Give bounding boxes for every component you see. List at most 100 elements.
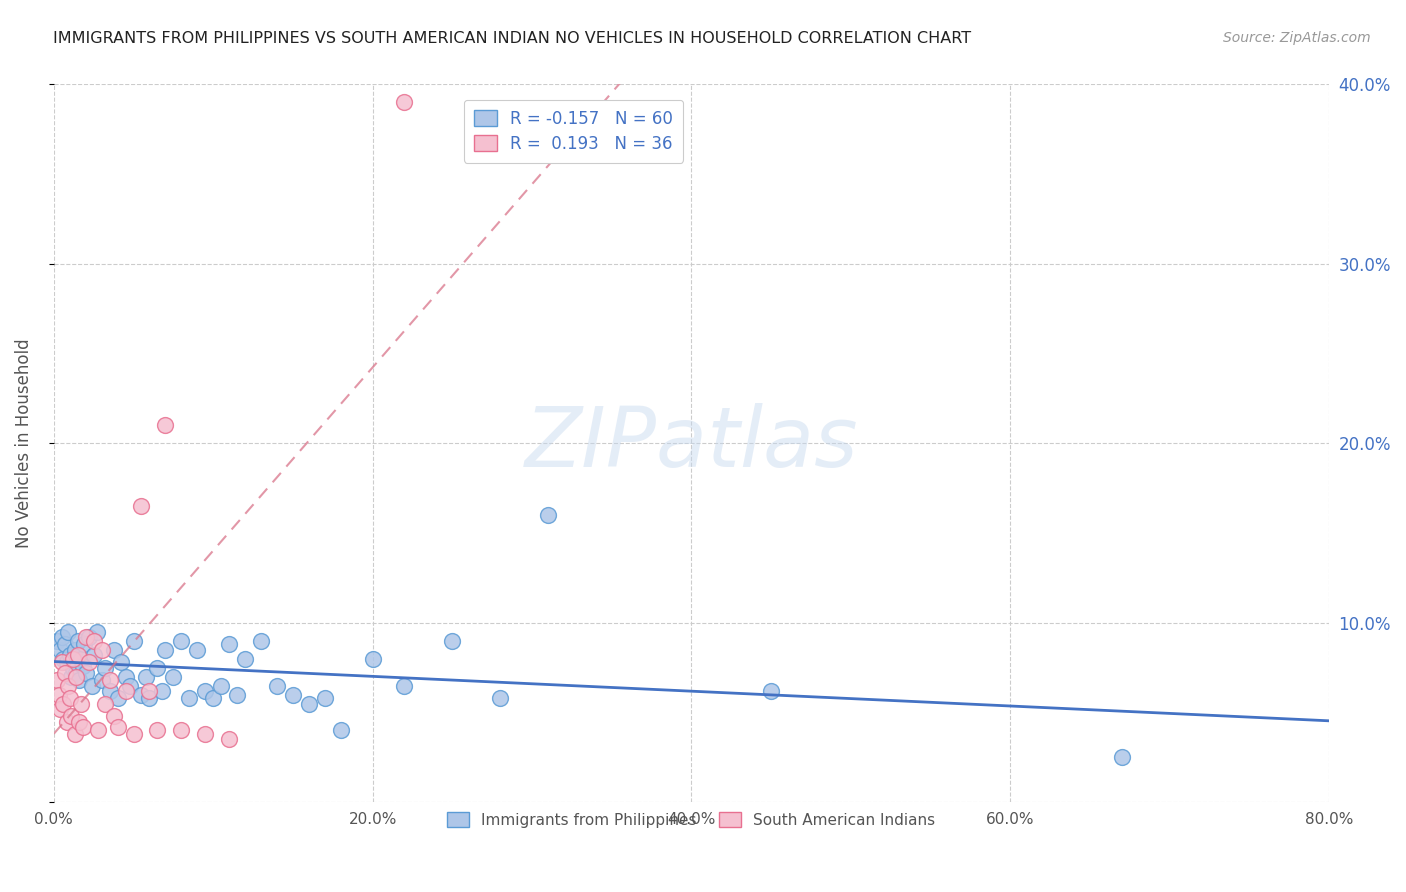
Point (218, 637, 240, 651)
Point (52, 697, 75, 711)
Point (67, 714, 90, 729)
Point (72, 720, 94, 734)
Point (226, 688, 249, 702)
Point (63, 642, 86, 657)
Point (59, 648, 82, 662)
Point (66, 648, 89, 662)
Point (51, 630, 73, 644)
Point (94, 661, 117, 675)
Point (55, 714, 77, 729)
Point (67, 673, 90, 688)
Point (98, 684, 121, 698)
Point (146, 723, 169, 738)
Point (314, 691, 336, 706)
Point (87, 723, 110, 738)
Legend: Immigrants from Philippines, South American Indians: Immigrants from Philippines, South Ameri… (441, 806, 941, 834)
Point (80, 679, 103, 693)
Point (138, 691, 160, 706)
Point (49, 642, 72, 657)
Y-axis label: No Vehicles in Household: No Vehicles in Household (15, 339, 32, 549)
Point (55, 655, 77, 669)
Point (51, 655, 73, 669)
Point (1111, 750, 1133, 764)
Point (70, 651, 93, 665)
Point (65, 666, 87, 681)
Point (170, 723, 193, 738)
Point (86, 624, 108, 639)
Point (46, 673, 69, 688)
Point (202, 691, 225, 706)
Text: Source: ZipAtlas.com: Source: ZipAtlas.com (1223, 31, 1371, 45)
Point (94, 697, 117, 711)
Point (150, 684, 173, 698)
Point (114, 670, 136, 684)
Point (298, 697, 321, 711)
Point (75, 630, 97, 644)
Point (489, 691, 512, 706)
Point (73, 637, 96, 651)
Point (83, 633, 105, 648)
Point (194, 684, 217, 698)
Point (90, 673, 112, 688)
Point (250, 633, 273, 648)
Point (131, 688, 153, 702)
Point (135, 670, 157, 684)
Point (60, 670, 83, 684)
Point (122, 727, 145, 741)
Point (179, 691, 201, 706)
Point (77, 630, 100, 644)
Point (138, 684, 160, 698)
Point (233, 651, 256, 665)
Point (62, 661, 84, 675)
Point (394, 679, 416, 693)
Point (114, 684, 136, 698)
Point (48, 688, 70, 702)
Point (65, 670, 87, 684)
Point (59, 691, 82, 706)
Point (56, 624, 79, 639)
Point (209, 679, 232, 693)
Point (162, 670, 184, 684)
Point (63, 727, 86, 741)
Point (103, 709, 125, 723)
Point (107, 691, 129, 706)
Text: IMMIGRANTS FROM PHILIPPINES VS SOUTH AMERICAN INDIAN NO VEHICLES IN HOUSEHOLD CO: IMMIGRANTS FROM PHILIPPINES VS SOUTH AME… (53, 31, 972, 46)
Point (90, 642, 112, 657)
Point (441, 633, 464, 648)
Point (194, 727, 217, 741)
Point (266, 679, 288, 693)
Point (110, 655, 132, 669)
Point (53, 637, 76, 651)
Point (146, 661, 169, 675)
Point (170, 633, 193, 648)
Point (122, 633, 145, 648)
Point (46, 633, 69, 648)
Point (56, 679, 79, 693)
Text: ZIPatlas: ZIPatlas (524, 403, 858, 483)
Point (329, 723, 352, 738)
Point (394, 95, 416, 110)
Point (759, 684, 782, 698)
Point (131, 499, 153, 513)
Point (52, 651, 75, 665)
Point (537, 508, 560, 523)
Point (361, 651, 384, 665)
Point (281, 688, 304, 702)
Point (98, 673, 121, 688)
Point (53, 666, 76, 681)
Point (155, 642, 177, 657)
Point (83, 648, 105, 662)
Point (186, 642, 208, 657)
Point (218, 732, 240, 747)
Point (60, 709, 83, 723)
Point (155, 418, 177, 433)
Point (103, 642, 125, 657)
Point (49, 702, 72, 716)
Point (120, 679, 142, 693)
Point (66, 633, 89, 648)
Point (70, 697, 93, 711)
Point (75, 666, 97, 681)
Point (77, 655, 100, 669)
Point (62, 651, 84, 665)
Point (107, 720, 129, 734)
